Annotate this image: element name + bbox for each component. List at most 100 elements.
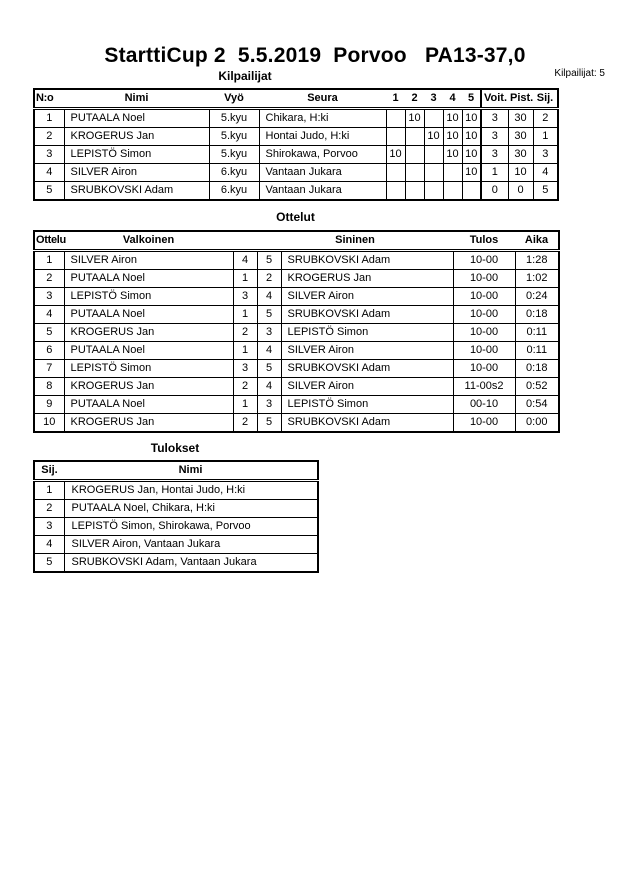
table-cell: 10-00	[452, 413, 516, 433]
table-cell: 3	[480, 127, 509, 146]
tulokset-heading: Tulokset	[150, 441, 200, 455]
column-header: 3	[424, 89, 443, 110]
table-cell: Vantaan Jukara	[258, 181, 387, 201]
table-row: 7 LEPISTÖ Simon 3 5 SRUBKOVSKI Adam 10-00 0:18	[33, 359, 560, 378]
table-row: 10 KROGERUS Jan 2 5 SRUBKOVSKI Adam 10-00 0:00	[33, 413, 560, 433]
table-cell: 0	[480, 181, 509, 201]
table-cell: 10	[442, 145, 463, 164]
ottelut-table: Ottelu Valkoinen Sininen Tulos Aika 1 SILVER …	[33, 230, 561, 433]
table-cell: 2	[232, 413, 258, 433]
column-header: 5	[462, 89, 481, 110]
table-cell: PUTAALA Noel	[63, 305, 234, 324]
table-cell: 3	[256, 395, 282, 414]
column-header: Nimi	[64, 461, 318, 482]
table-cell: 2	[33, 127, 65, 146]
table-cell: 5.kyu	[208, 127, 260, 146]
table-row: 4 PUTAALA Noel 1 5 SRUBKOVSKI Adam 10-00 0:18	[33, 305, 560, 324]
table-row: 4 SILVER Airon 6.kyu Vantaan Jukara 10 1 10 4	[33, 163, 559, 182]
table-cell: 3	[256, 323, 282, 342]
table-cell	[423, 108, 444, 128]
header-row: Ottelu Valkoinen Sininen Tulos Aika	[34, 231, 560, 252]
table-cell	[461, 181, 482, 201]
table-cell: 6.kyu	[208, 163, 260, 182]
header-row: N:o Nimi Vyö Seura 1 2 3 4 5 Voit. Pist. Sij.	[34, 89, 558, 110]
table-cell: SILVER Airon	[280, 377, 454, 396]
table-cell: 1	[232, 341, 258, 360]
table-cell: KROGERUS Jan, Hontai Judo, H:ki	[63, 480, 319, 500]
table-cell: 4	[532, 163, 559, 182]
table-cell: PUTAALA Noel	[63, 341, 234, 360]
table-cell: 10-00	[452, 323, 516, 342]
table-cell: 2	[33, 499, 65, 518]
kilpailijat-table-body: 1 PUTAALA Noel 5.kyu Chikara, H:ki 10 10 10 3 30…	[33, 108, 559, 201]
table-cell: 1	[532, 127, 559, 146]
table-cell: 30	[507, 108, 534, 128]
table-cell: 10	[404, 108, 425, 128]
table-cell: 2	[232, 377, 258, 396]
table-row: 2 KROGERUS Jan 5.kyu Hontai Judo, H:ki 10 10 1…	[33, 127, 559, 146]
column-header: Ottelu	[34, 231, 66, 252]
table-cell	[385, 108, 406, 128]
table-cell: KROGERUS Jan	[63, 413, 234, 433]
table-cell	[404, 163, 425, 182]
table-row: 2 PUTAALA Noel, Chikara, H:ki	[33, 499, 319, 518]
table-cell: 5.kyu	[208, 108, 260, 128]
table-cell: 2	[532, 108, 559, 128]
table-cell: 4	[232, 250, 258, 270]
table-cell	[404, 145, 425, 164]
table-cell: 0:11	[514, 323, 560, 342]
table-cell: 8	[33, 377, 65, 396]
table-cell: KROGERUS Jan	[63, 127, 210, 146]
column-header: Sij.	[34, 461, 64, 482]
table-cell: Hontai Judo, H:ki	[258, 127, 387, 146]
table-cell: 10-00	[452, 305, 516, 324]
table-row: 2 PUTAALA Noel 1 2 KROGERUS Jan 10-00 1:02	[33, 269, 560, 288]
table-row: 6 PUTAALA Noel 1 4 SILVER Airon 10-00 0:11	[33, 341, 560, 360]
table-row: 3 LEPISTÖ Simon 3 4 SILVER Airon 10-00 0:24	[33, 287, 560, 306]
table-cell: 4	[256, 287, 282, 306]
table-cell: 10	[33, 413, 65, 433]
table-cell: 3	[480, 108, 509, 128]
table-cell: PUTAALA Noel	[63, 395, 234, 414]
table-cell: SILVER Airon	[63, 163, 210, 182]
table-cell: 4	[33, 305, 65, 324]
table-cell: 7	[33, 359, 65, 378]
table-cell: KROGERUS Jan	[280, 269, 454, 288]
table-cell: 10	[423, 127, 444, 146]
table-cell: 1	[232, 269, 258, 288]
table-cell	[423, 181, 444, 201]
tulokset-table-head: Sij. Nimi	[34, 461, 318, 482]
page-title: StarttiCup 2 5.5.2019 Porvoo PA13-37,0	[104, 44, 526, 67]
column-header: 4	[443, 89, 462, 110]
table-cell: SRUBKOVSKI Adam	[280, 250, 454, 270]
column-header: Valkoinen	[64, 231, 233, 252]
table-cell: KROGERUS Jan	[63, 377, 234, 396]
table-row: 5 SRUBKOVSKI Adam, Vantaan Jukara	[33, 553, 319, 573]
table-cell: 5	[532, 181, 559, 201]
table-cell: 1:02	[514, 269, 560, 288]
table-cell: 0:18	[514, 359, 560, 378]
table-cell: 10	[442, 127, 463, 146]
table-cell: 10	[461, 127, 482, 146]
table-cell: 9	[33, 395, 65, 414]
column-header: N:o	[34, 89, 64, 110]
table-cell: 10-00	[452, 287, 516, 306]
table-cell: 4	[33, 535, 65, 554]
table-cell: LEPISTÖ Simon	[280, 323, 454, 342]
table-cell: SILVER Airon	[280, 287, 454, 306]
table-cell: 3	[33, 517, 65, 536]
column-header: Nimi	[64, 89, 209, 110]
table-row: 3 LEPISTÖ Simon, Shirokawa, Porvoo	[33, 517, 319, 536]
table-cell	[423, 145, 444, 164]
column-header: Aika	[515, 231, 560, 252]
ottelut-table-head: Ottelu Valkoinen Sininen Tulos Aika	[34, 231, 560, 252]
table-cell: 11-00s2	[452, 377, 516, 396]
table-cell: 0	[507, 181, 534, 201]
table-cell: 5	[33, 553, 65, 573]
table-cell: 6	[33, 341, 65, 360]
table-cell: 2	[256, 269, 282, 288]
table-cell: PUTAALA Noel	[63, 108, 210, 128]
column-header: 1	[386, 89, 405, 110]
table-cell: LEPISTÖ Simon, Shirokawa, Porvoo	[63, 517, 319, 536]
